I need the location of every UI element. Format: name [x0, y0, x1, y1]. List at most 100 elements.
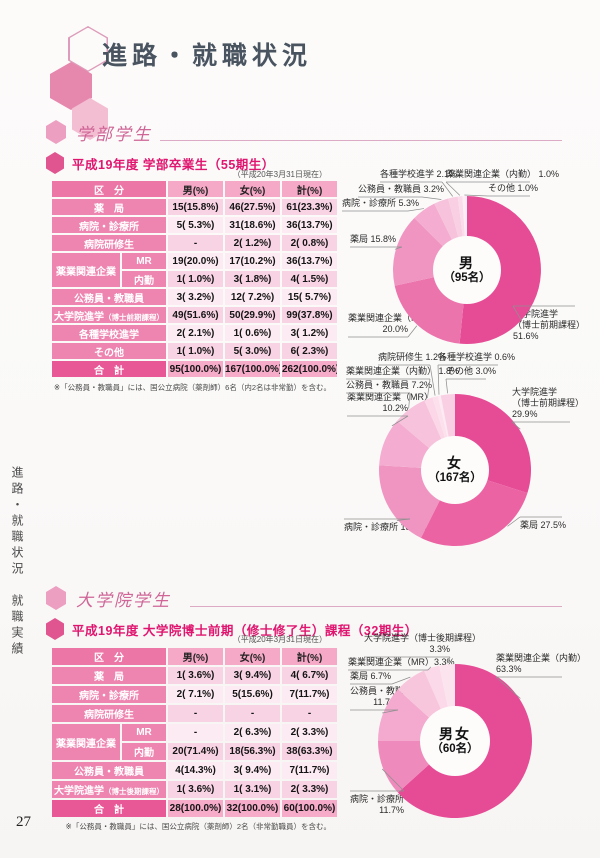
pie-callout-label: 薬局 15.8% [350, 234, 397, 244]
value-cell: 1( 1.0%) [168, 271, 223, 287]
hexagon-light-icon [72, 98, 108, 140]
page-title: 進路・就職状況 [102, 43, 313, 70]
value-cell: 3( 9.4%) [225, 667, 280, 684]
value-cell: 4( 1.5%) [282, 271, 337, 287]
pie-callout-label: その他 3.0% [446, 366, 497, 376]
value-cell: 3( 1.8%) [225, 271, 280, 287]
value-cell: 15(15.8%) [168, 199, 223, 215]
pie-center-label: 男女 （60名） [431, 726, 479, 755]
callout-leader-line [394, 246, 403, 250]
pie-callout-label: 薬局 6.7% [350, 671, 392, 681]
table-header-row: 区 分男(%) 女(%) 計(%) [52, 648, 337, 665]
pie-center-label: 男（95名） [443, 255, 491, 284]
pie-callout-label: 病院・診療所 11.7% [350, 794, 405, 815]
grad-results-table: 区 分男(%) 女(%) 計(%) 薬 局 1( 3.6%) 3( 9.4%) 4( 6.7… [50, 646, 339, 819]
pie-callout-label: 薬業関連企業（内勤） 1.8% [346, 366, 460, 376]
pie-callout-label: 薬業関連企業（内勤） 1.0% [446, 169, 560, 179]
table-row: 公務員・教職員 3( 3.2%) 12( 7.2%) 15( 5.7%) [52, 289, 337, 305]
callout-leader-line [429, 364, 436, 396]
value-cell: 3( 3.2%) [168, 289, 223, 305]
value-cell: 1( 1.0%) [168, 343, 223, 359]
row-group-label: 薬業関連企業 [52, 724, 120, 760]
pie-callout-label: 公務員・教職員 3.2% [358, 184, 445, 194]
page-number: 27 [16, 814, 31, 830]
table-row: 薬業関連企業 MR -2( 6.3%) 2( 3.3%) [52, 724, 337, 760]
value-cell: 7(11.7%) [282, 762, 337, 779]
callout-leader-line [445, 378, 448, 394]
callout-leader-line [421, 196, 442, 200]
column-header: 計(%) [282, 181, 337, 197]
callout-leader-line [396, 518, 411, 521]
pie-callout-label: 病院・診療所 5.3% [342, 198, 420, 208]
pie-chart-grad-total: 薬業関連企業（内勤） 63.3% 病院・診療所 11.7% 公務員・教職員 11.7% 薬局… [338, 628, 598, 858]
table-row: 内勤 1( 1.0%) 3( 1.8%) 4( 1.5%) [52, 271, 337, 287]
callout-leader-line [437, 364, 440, 395]
row-label: 薬 局 [52, 199, 166, 215]
value-cell: - [282, 705, 337, 722]
value-cell: 1( 0.6%) [225, 325, 280, 341]
callout-leader-line [512, 305, 523, 322]
callout-leader-line [511, 421, 521, 430]
pie-callout-label: 各種学校進学 2.1% [380, 169, 458, 179]
total-value-cell: 28(100.0%) [168, 800, 223, 817]
value-cell: 5( 3.0%) [225, 343, 280, 359]
total-value-cell: 32(100.0%) [225, 800, 280, 817]
row-label: 内勤 [122, 271, 166, 287]
table-title-undergrad: 平成19年度 学部卒業生（55期生） [46, 152, 275, 174]
column-header: 女(%) [225, 181, 280, 197]
column-header: 男(%) [168, 648, 223, 665]
value-cell: 5(15.6%) [225, 686, 280, 703]
row-label: 公務員・教職員 [52, 762, 166, 779]
pie-callout-label: その他 1.0% [488, 183, 539, 193]
value-cell: 46(27.5%) [225, 199, 280, 215]
table-row: 薬 局 15(15.8%) 46(27.5%) 61(23.3%) [52, 199, 337, 215]
pie-callout-label: 各種学校進学 0.6% [438, 352, 516, 362]
row-label: 内勤 [122, 743, 166, 760]
value-cell: 2( 3.3%) [282, 781, 337, 798]
value-cell: 31(18.6%) [225, 217, 280, 233]
value-cell: 36(13.7%) [282, 217, 337, 233]
callout-leader-line [407, 325, 418, 338]
table-row: 薬 局 1( 3.6%) 3( 9.4%) 4( 6.7%) [52, 667, 337, 684]
pie-chart-undergrad-male: 大学院進学 （博士前期課程） 51.6% 薬業関連企業（MR） 20.0% 薬局 15.8… [340, 160, 598, 398]
value-cell: 19(20.0%) [168, 253, 223, 269]
table-row: 病院・診療所 2( 7.1%) 5(15.6%) 7(11.7%) [52, 686, 337, 703]
value-cell: 20(71.4%) [168, 743, 223, 760]
table-asof-note: （平成20年3月31日現在） [232, 170, 327, 179]
table-title-grad: 平成19年度 大学院博士前期（修士修了生）課程（32期生） [46, 618, 418, 640]
table-row: 病院研修生 -2( 1.2%) 2( 0.8%) [52, 235, 337, 251]
row-label: 病院研修生 [52, 235, 166, 251]
pie-callout-label: 大学院進学 （博士前期課程） 51.6% [513, 309, 586, 341]
total-value-cell: 60(100.0%) [282, 800, 337, 817]
value-cell: 2( 1.2%) [225, 235, 280, 251]
callout-leader-line [408, 392, 411, 409]
value-cell: 5( 5.3%) [168, 217, 223, 233]
table-footnote: ※「公務員・教職員」には、国公立病院（薬剤師）6名（内2名は非常勤）を含む。 [53, 383, 331, 392]
table-total-row: 合 計 28(100.0%) 32(100.0%) 60(100.0%) [52, 800, 337, 817]
value-cell: 1( 3.6%) [168, 667, 223, 684]
value-cell: 4(14.3%) [168, 762, 223, 779]
value-cell: 17(10.2%) [225, 253, 280, 269]
column-header: 男(%) [168, 181, 223, 197]
value-cell: 2( 0.8%) [282, 235, 337, 251]
value-cell: - [225, 705, 280, 722]
row-label: 病院・診療所 [52, 686, 166, 703]
total-value-cell: 262(100.0%) [282, 361, 337, 377]
value-cell: 36(13.7%) [282, 253, 337, 269]
pie-callout-label: 薬局 27.5% [520, 520, 567, 530]
value-cell: - [168, 724, 223, 741]
row-label: 病院研修生 [52, 705, 166, 722]
callout-leader-line [381, 768, 405, 792]
table-row: その他 1( 1.0%) 5( 3.0%) 6( 2.3%) [52, 343, 337, 359]
callout-leader-line [391, 415, 409, 427]
value-cell: 3( 1.2%) [282, 325, 337, 341]
value-cell: 12( 7.2%) [225, 289, 280, 305]
table-row: 薬業関連企業 MR 19(20.0%) 17(10.2%) 36(13.7%) [52, 253, 337, 287]
value-cell: 61(23.3%) [282, 199, 337, 215]
row-label: MR [122, 253, 166, 269]
pie-callout-label: 病院・診療所 18.6% [344, 522, 427, 532]
value-cell: 3( 9.4%) [225, 762, 280, 779]
table-title-label: 平成19年度 学部卒業生（55期生） [72, 157, 275, 172]
pie-center-label: 女（167名） [428, 455, 482, 484]
pie-callout-label: 大学院進学 （博士前期課程） 29.9% [512, 387, 585, 419]
